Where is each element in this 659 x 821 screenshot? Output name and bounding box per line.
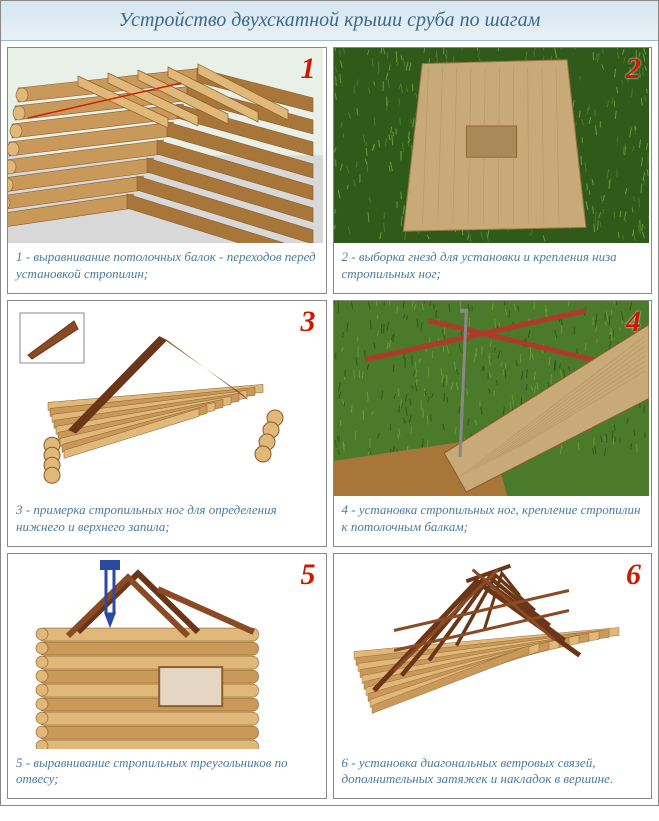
step-cell-4: 4 4 - установка стропильных ног, креплени… xyxy=(333,300,653,547)
step-illustration: 6 xyxy=(334,554,652,749)
infographic-page: Устройство двухскатной крыши сруба по ша… xyxy=(0,0,659,806)
step-caption: 1 - выравнивание потолочных балок - пере… xyxy=(8,243,326,293)
step-illustration: 1 xyxy=(8,48,326,243)
step-illustration: 2 xyxy=(334,48,652,243)
step-number: 4 xyxy=(626,305,641,339)
step-cell-3: 3 3 - примерка стропильных ног для опреде… xyxy=(7,300,327,547)
step-caption: 2 - выборка гнезд для установки и крепле… xyxy=(334,243,652,293)
step-cell-5: 5 5 - выравнивание стропильных треугольни… xyxy=(7,553,327,800)
step-caption: 3 - примерка стропильных ног для определ… xyxy=(8,496,326,546)
step-number: 6 xyxy=(626,558,641,592)
step-caption: 6 - установка диагональных ветровых связ… xyxy=(334,749,652,799)
step-cell-6: 6 6 - установка диагональных ветровых свя… xyxy=(333,553,653,800)
step-number: 5 xyxy=(301,558,316,592)
step-illustration: 4 xyxy=(334,301,652,496)
step-caption: 4 - установка стропильных ног, крепление… xyxy=(334,496,652,546)
steps-grid: 1 1 - выравнивание потолочных балок - пер… xyxy=(1,41,658,805)
step-number: 2 xyxy=(626,52,641,86)
step-number: 1 xyxy=(301,52,316,86)
step-caption: 5 - выравнивание стропильных треугольник… xyxy=(8,749,326,799)
step-illustration: 5 xyxy=(8,554,326,749)
page-title: Устройство двухскатной крыши сруба по ша… xyxy=(1,1,658,41)
step-cell-2: 2 2 - выборка гнезд для установки и крепл… xyxy=(333,47,653,294)
step-illustration: 3 xyxy=(8,301,326,496)
step-number: 3 xyxy=(301,305,316,339)
step-cell-1: 1 1 - выравнивание потолочных балок - пер… xyxy=(7,47,327,294)
